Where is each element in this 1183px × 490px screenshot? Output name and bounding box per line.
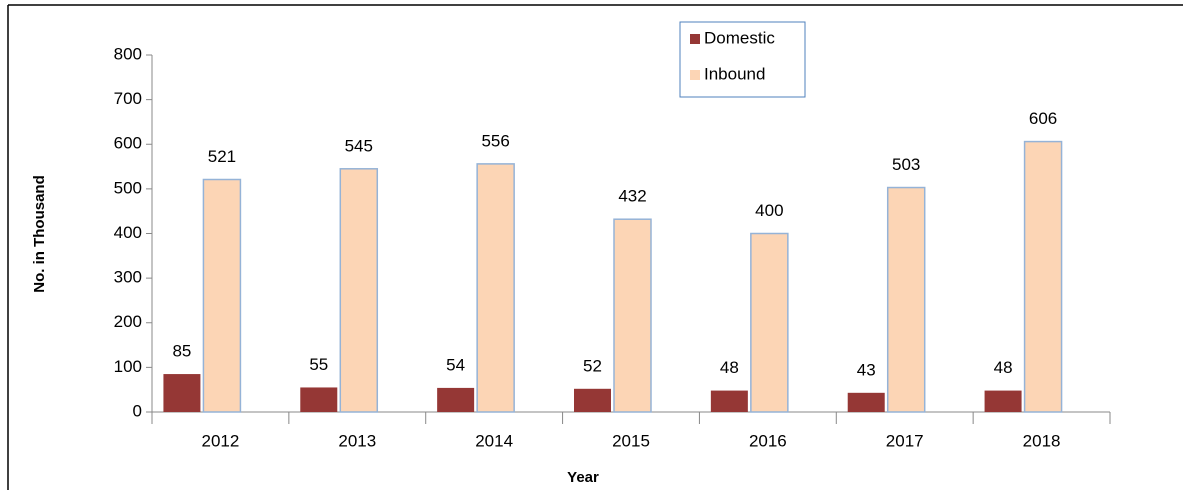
data-label: 545 [345, 136, 373, 155]
data-label: 606 [1029, 109, 1057, 128]
data-label: 85 [172, 342, 191, 361]
x-tick-label: 2014 [475, 431, 513, 450]
bar [847, 392, 885, 412]
bar [476, 163, 515, 413]
data-label: 43 [857, 360, 876, 379]
bar [984, 390, 1022, 412]
legend-box [679, 21, 806, 98]
y-tick-label: 800 [114, 44, 142, 63]
bar [300, 387, 338, 412]
bar [886, 186, 926, 413]
x-tick-label: 2013 [338, 431, 376, 450]
bar [437, 387, 475, 412]
y-tick-label: 600 [114, 134, 142, 153]
y-tick-label: 0 [133, 401, 142, 420]
x-tick-label: 2017 [886, 431, 924, 450]
y-tick-label: 200 [114, 312, 142, 331]
x-tick-label: 2012 [202, 431, 240, 450]
legend-label: Domestic [704, 28, 775, 47]
y-tick-label: 500 [114, 178, 142, 197]
y-tick-label: 400 [114, 223, 142, 242]
data-label: 48 [994, 358, 1013, 377]
x-tick-label: 2018 [1023, 431, 1061, 450]
data-label: 556 [481, 131, 509, 150]
x-tick-label: 2015 [612, 431, 650, 450]
bar [750, 232, 789, 413]
legend-label: Inbound [704, 64, 765, 83]
data-label: 503 [892, 155, 920, 174]
data-label: 54 [446, 355, 465, 374]
bar [710, 390, 748, 412]
legend-swatch [690, 70, 700, 80]
y-axis-title: No. in Thousand [31, 175, 48, 293]
bar [613, 218, 652, 413]
bar [202, 178, 242, 413]
y-tick-label: 300 [114, 268, 142, 287]
data-label: 432 [618, 187, 646, 206]
data-label: 48 [720, 358, 739, 377]
bar [163, 374, 201, 412]
bar [1023, 140, 1063, 413]
data-label: 400 [755, 201, 783, 220]
y-tick-label: 100 [114, 357, 142, 376]
bar [339, 168, 379, 413]
data-label: 55 [309, 355, 328, 374]
y-tick-label: 700 [114, 89, 142, 108]
x-axis-title: Year [567, 469, 599, 486]
data-label: 52 [583, 356, 602, 375]
data-label: 521 [208, 147, 236, 166]
bar [574, 388, 611, 412]
legend-swatch [690, 34, 700, 44]
x-tick-label: 2016 [749, 431, 787, 450]
